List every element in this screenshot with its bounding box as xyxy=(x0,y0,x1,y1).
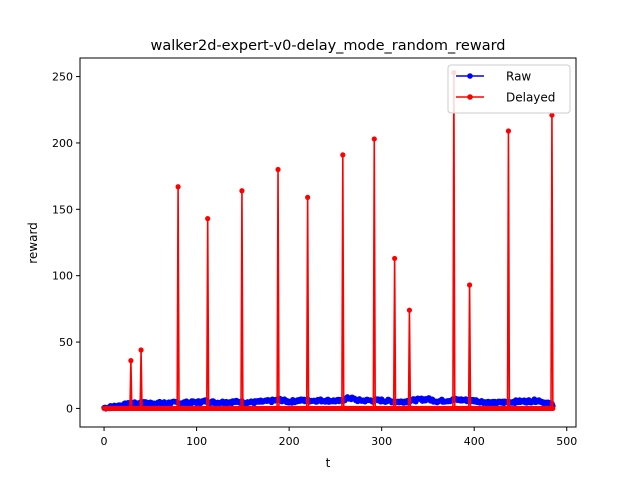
series-delayed-markers xyxy=(101,70,556,412)
legend: Raw Delayed xyxy=(447,64,571,114)
delayed-spike-point xyxy=(466,282,473,288)
delayed-spike-point xyxy=(175,184,181,190)
y-axis: 0 50 100 150 200 250 xyxy=(52,71,80,415)
delayed-spike-point xyxy=(305,194,311,200)
axes-frame xyxy=(79,57,577,428)
delayed-spike-point xyxy=(371,136,377,142)
x-tick-label: 100 xyxy=(186,435,207,448)
delayed-spike-point xyxy=(406,307,413,313)
chart-title: walker2d-expert-v0-delay_mode_random_rew… xyxy=(150,38,505,54)
x-tick-label: 200 xyxy=(279,435,300,448)
legend-label-delayed: Delayed xyxy=(506,91,555,105)
delayed-spike-point xyxy=(505,128,512,134)
delayed-spike-point xyxy=(340,152,346,158)
legend-box xyxy=(447,64,571,114)
y-axis-label: reward xyxy=(26,222,40,264)
plot-area xyxy=(101,70,556,412)
y-tick-label: 100 xyxy=(52,270,73,283)
x-tick-label: 500 xyxy=(556,435,577,448)
delayed-spike-point xyxy=(549,112,555,118)
x-axis: 0 100 200 300 400 500 xyxy=(101,427,577,448)
delayed-point xyxy=(550,405,556,412)
y-tick-label: 0 xyxy=(66,402,73,415)
delayed-spike-point xyxy=(239,188,245,194)
x-axis-label: t xyxy=(326,456,331,470)
x-tick-label: 400 xyxy=(464,435,485,448)
y-tick-label: 50 xyxy=(59,336,73,349)
y-tick-label: 250 xyxy=(52,71,73,84)
legend-marker-delayed xyxy=(467,94,473,100)
y-tick-label: 150 xyxy=(52,203,73,216)
delayed-spike-point xyxy=(138,347,144,353)
legend-label-raw: Raw xyxy=(506,70,531,84)
delayed-spike-point xyxy=(392,255,398,262)
x-tick-label: 300 xyxy=(371,435,392,448)
legend-marker-raw xyxy=(467,73,473,79)
delayed-spike-point xyxy=(128,358,134,364)
y-tick-label: 200 xyxy=(52,137,73,150)
delayed-spike-point xyxy=(275,166,281,173)
delayed-spike-point xyxy=(205,216,211,222)
x-tick-label: 0 xyxy=(101,435,108,448)
